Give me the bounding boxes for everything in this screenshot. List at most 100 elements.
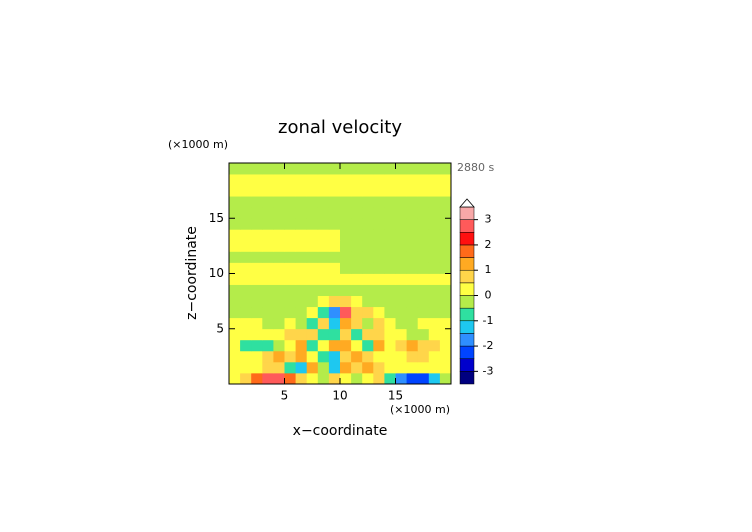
contour-cell	[306, 295, 319, 308]
colorbar-tick-label: 1	[485, 263, 492, 276]
contour-cell	[273, 306, 285, 319]
contour-cell	[362, 328, 374, 341]
contour-cell	[373, 207, 385, 219]
contour-cell	[284, 339, 296, 352]
contour-cell	[240, 218, 252, 230]
contour-cell	[362, 306, 374, 319]
contour-cell	[229, 317, 241, 330]
colorbar-segment	[459, 307, 475, 322]
contour-cell	[328, 251, 341, 263]
contour-cell	[406, 251, 419, 263]
contour-cell	[306, 361, 319, 374]
contour-cell	[340, 240, 352, 252]
contour-cell	[295, 196, 308, 208]
contour-cell	[395, 317, 407, 330]
contour-cell	[262, 174, 274, 186]
contour-cell	[428, 361, 441, 374]
contour-cell	[373, 163, 385, 175]
contour-cell	[406, 317, 419, 330]
contour-cell	[395, 207, 407, 219]
contour-cell	[284, 185, 296, 197]
contour-cell	[306, 207, 319, 219]
x-unit: (×1000 m)	[390, 403, 450, 416]
contour-cell	[406, 240, 419, 252]
contour-cell	[428, 185, 441, 197]
contour-cell	[262, 306, 274, 319]
contour-cell	[229, 218, 241, 230]
contour-cell	[295, 339, 308, 352]
contour-cell	[362, 361, 374, 374]
colorbar-tick-label: 0	[485, 289, 492, 302]
contour-cell	[428, 207, 441, 219]
contour-cell	[251, 229, 263, 241]
contour-cell	[395, 196, 407, 208]
contour-cell	[295, 240, 308, 252]
contour-cell	[317, 240, 330, 252]
contour-cell	[439, 306, 452, 319]
contour-cell	[262, 361, 274, 374]
contour-cell	[373, 328, 385, 341]
chart-title: zonal velocity	[278, 117, 402, 138]
contour-cell	[362, 284, 374, 296]
x-tick-label: 10	[332, 389, 347, 403]
contour-cell	[384, 218, 396, 230]
contour-cell	[417, 196, 430, 208]
contour-cell	[439, 218, 452, 230]
contour-cell	[273, 196, 285, 208]
contour-cell	[306, 196, 319, 208]
contour-cell	[395, 361, 407, 374]
contour-cell	[262, 218, 274, 230]
contour-cell	[351, 196, 363, 208]
contour-cell	[340, 207, 352, 219]
contour-cell	[295, 229, 308, 241]
contour-cell	[273, 273, 285, 285]
contour-cell	[428, 295, 441, 308]
contour-cell	[284, 372, 296, 385]
contour-cell	[273, 174, 285, 186]
contour-cell	[340, 229, 352, 241]
contour-cell	[417, 361, 430, 374]
contour-cell	[428, 273, 441, 285]
contour-cell	[251, 361, 263, 374]
contour-cell	[229, 328, 241, 341]
contour-cell	[395, 273, 407, 285]
y-unit: (×1000 m)	[168, 138, 228, 151]
contour-cell	[295, 295, 308, 308]
contour-cell	[262, 273, 274, 285]
contour-cell	[340, 372, 352, 385]
contour-cell	[351, 218, 363, 230]
contour-cell	[340, 361, 352, 374]
contour-cell	[328, 317, 341, 330]
contour-cell	[306, 229, 319, 241]
contour-cell	[262, 372, 274, 385]
contour-cell	[373, 218, 385, 230]
contour-cell	[284, 361, 296, 374]
contour-cell	[295, 174, 308, 186]
contour-cell	[317, 295, 330, 308]
contour-cell	[351, 339, 363, 352]
contour-cell	[295, 372, 308, 385]
colorbar-tick-label: -2	[483, 339, 494, 352]
contour-cell	[406, 163, 419, 175]
contour-cell	[439, 251, 452, 263]
contour-cell	[340, 328, 352, 341]
contour-cell	[273, 350, 285, 363]
contour-cell	[229, 207, 241, 219]
contour-cell	[284, 174, 296, 186]
colorbar-tick-label: 2	[485, 238, 492, 251]
y-axis-label: z−coordinate	[184, 226, 200, 320]
contour-cell	[384, 361, 396, 374]
contour-cell	[428, 251, 441, 263]
contour-cell	[295, 218, 308, 230]
y-tick-label: 15	[209, 211, 224, 225]
contour-cell	[340, 251, 352, 263]
contour-cell	[373, 185, 385, 197]
contour-cell	[284, 229, 296, 241]
contour-cell	[273, 372, 285, 385]
contour-cell	[428, 372, 441, 385]
contour-cell	[295, 328, 308, 341]
contour-cell	[428, 240, 441, 252]
contour-cell	[406, 174, 419, 186]
contour-cell	[373, 317, 385, 330]
